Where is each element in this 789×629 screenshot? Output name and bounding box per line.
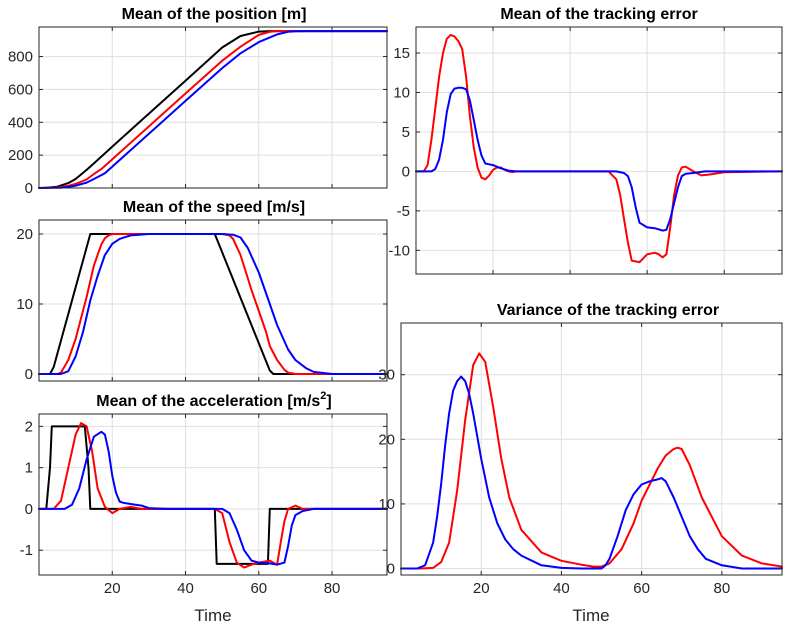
y-tick-label: 400 — [8, 114, 33, 131]
panel-tracking-error-variance: Variance of the tracking error 0 10 20 30 20… — [378, 302, 783, 625]
series-group — [415, 33, 783, 264]
grid — [401, 323, 782, 575]
title-end: ] — [326, 393, 331, 410]
y-tick-label: 10 — [393, 84, 410, 101]
series-group — [400, 352, 783, 570]
grid — [39, 27, 387, 189]
series-line — [38, 425, 388, 565]
y-tick-label: 5 — [402, 124, 410, 141]
x-tick-label: 20 — [104, 580, 121, 597]
x-axis-label: Time — [194, 606, 231, 625]
y-tick-label: 600 — [8, 81, 33, 98]
ticks: -10 -5 0 5 10 15 — [388, 27, 782, 274]
y-tick-label: 200 — [8, 147, 33, 164]
grid — [39, 220, 387, 381]
y-tick-label: -5 — [397, 203, 410, 220]
y-tick-label: 0 — [25, 501, 33, 518]
series-line — [415, 86, 783, 232]
series-group — [38, 30, 388, 189]
chart-title: Mean of the tracking error — [500, 6, 697, 23]
x-tick-label: 40 — [553, 580, 570, 597]
chart-title: Mean of the acceleration [m/s2] — [96, 390, 332, 410]
axes-frame — [415, 26, 783, 275]
panel-speed: Mean of the speed [m/s] 0 10 20 — [16, 199, 388, 383]
chart-title: Variance of the tracking error — [497, 302, 719, 319]
series-line — [38, 430, 388, 566]
series-group — [38, 233, 388, 375]
series-group — [38, 422, 388, 569]
y-tick-label: 0 — [402, 163, 410, 180]
x-tick-label: 80 — [713, 580, 730, 597]
series-line — [38, 30, 388, 189]
chart-title: Mean of the position [m] — [122, 6, 307, 23]
series-line — [400, 375, 783, 570]
series-line — [38, 30, 388, 189]
axes-frame — [38, 413, 388, 576]
y-tick-label: 30 — [378, 367, 395, 384]
y-tick-label: 0 — [387, 561, 395, 578]
x-tick-label: 20 — [473, 580, 490, 597]
y-tick-label: 0 — [25, 180, 33, 197]
y-tick-label: 800 — [8, 49, 33, 66]
panel-tracking-error-mean: Mean of the tracking error -10 -5 0 5 10 15 — [388, 6, 783, 275]
ticks: 0 10 20 — [16, 220, 387, 383]
title-superscript: 2 — [320, 390, 326, 402]
chart-title: Mean of the speed [m/s] — [123, 199, 305, 216]
y-tick-label: -1 — [20, 542, 33, 559]
x-axis-label: Time — [572, 606, 609, 625]
series-line — [415, 33, 783, 264]
x-tick-label: 80 — [324, 580, 341, 597]
axes-frame — [38, 219, 388, 382]
x-tick-label: 60 — [633, 580, 650, 597]
ticks: -1 0 1 2 20 40 60 80 — [20, 414, 387, 597]
y-tick-label: 20 — [16, 226, 33, 243]
x-tick-label: 60 — [250, 580, 267, 597]
title-main: Mean of the acceleration [m/s — [96, 393, 320, 410]
panel-position: Mean of the position [m] 0 200 400 600 800 — [8, 6, 388, 197]
grid — [39, 414, 387, 575]
ticks: 0 10 20 30 20 40 60 80 — [378, 323, 782, 597]
y-tick-label: 10 — [378, 496, 395, 513]
y-tick-label: 2 — [25, 418, 33, 435]
x-tick-label: 40 — [177, 580, 194, 597]
axes-frame — [38, 26, 388, 189]
series-line — [400, 352, 783, 570]
y-tick-label: -10 — [388, 242, 410, 259]
y-tick-label: 15 — [393, 45, 410, 62]
axes-frame — [400, 322, 783, 576]
ticks: 0 200 400 600 800 — [8, 27, 387, 197]
y-tick-label: 1 — [25, 460, 33, 477]
y-tick-label: 0 — [25, 366, 33, 383]
series-line — [38, 30, 388, 189]
y-tick-label: 10 — [16, 296, 33, 313]
y-tick-label: 20 — [378, 431, 395, 448]
grid — [416, 27, 782, 274]
series-line — [38, 233, 388, 375]
